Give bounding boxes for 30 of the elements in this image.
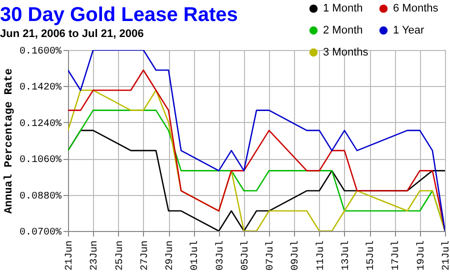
x-tick-label: 29Jun bbox=[165, 240, 176, 271]
x-tick-label: 21Jul bbox=[440, 240, 450, 271]
x-tick-label: 19Jul bbox=[415, 240, 428, 271]
legend-label: 2 Month bbox=[323, 24, 363, 36]
x-tick-label: 21Jun bbox=[64, 240, 76, 271]
x-tick-label: 23Jun bbox=[90, 240, 101, 271]
x-tick-label: 27Jun bbox=[140, 240, 151, 271]
y-tick-label: 0.1240% bbox=[19, 118, 62, 130]
x-tick-label: 05Jul bbox=[239, 240, 252, 271]
legend-label: 1 Year bbox=[393, 24, 425, 36]
x-tick-label: 09Jul bbox=[290, 240, 302, 271]
y-tick-label: 0.1060% bbox=[19, 155, 62, 166]
x-tick-label: 15Jul bbox=[365, 240, 378, 271]
y-tick-label: 0.0700% bbox=[19, 228, 62, 238]
x-tick-label: 25Jun bbox=[114, 240, 126, 271]
x-tick-label: 13Jul bbox=[340, 240, 352, 271]
y-tick-label: 0.0880% bbox=[19, 191, 62, 202]
y-axis-title: Annual Percentage Rate bbox=[3, 68, 16, 214]
chart-title: 30 Day Gold Lease Rates bbox=[0, 4, 238, 26]
x-tick-label: 07Jul bbox=[264, 240, 277, 271]
chart-subtitle: Jun 21, 2006 to Jul 21, 2006 bbox=[0, 28, 144, 40]
legend-label: 3 Months bbox=[323, 46, 369, 58]
y-tick-label: 0.1600% bbox=[19, 46, 62, 58]
x-tick-label: 11Jul bbox=[314, 240, 327, 271]
x-tick-label: 01Jul bbox=[189, 240, 202, 271]
x-tick-label: 03Jul bbox=[214, 240, 226, 271]
x-tick-label: 17Jul bbox=[390, 240, 402, 271]
legend-label: 1 Month bbox=[323, 2, 363, 15]
legend-label: 6 Months bbox=[393, 2, 439, 15]
y-tick-label: 0.1420% bbox=[19, 82, 62, 94]
